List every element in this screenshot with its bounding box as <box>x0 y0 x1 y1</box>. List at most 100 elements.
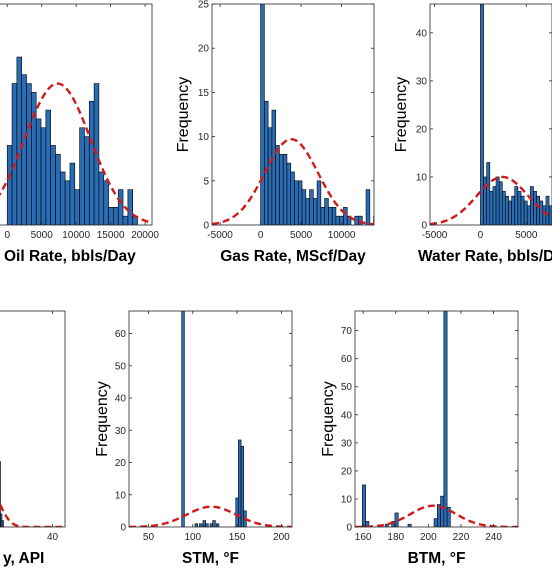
histogram-bar <box>181 311 185 527</box>
y-tick-label: 40 <box>341 410 353 421</box>
histogram-bar <box>440 495 445 527</box>
y-tick-label: 60 <box>115 329 127 340</box>
histogram-bar <box>50 145 56 225</box>
x-tick-label: 40 <box>47 532 59 543</box>
y-axis-label: Frequency <box>94 381 111 457</box>
normal-fit-curve <box>212 138 374 225</box>
histogram-bar <box>215 523 220 527</box>
y-tick-label: 0 <box>421 221 427 232</box>
y-tick-label: 20 <box>416 124 428 135</box>
y-axis-label: Frequency <box>175 77 192 153</box>
histogram-bar <box>64 180 71 225</box>
x-tick-label: 220 <box>453 532 470 543</box>
x-tick-label: 5000 <box>290 230 313 241</box>
histogram-bar <box>235 497 239 527</box>
x-axis-label: Water Rate, bbls/Day <box>418 248 552 265</box>
histogram-bar <box>55 153 61 225</box>
y-tick-label: 25 <box>198 0 210 11</box>
histogram-bar <box>343 207 348 225</box>
histogram-bar <box>88 100 95 225</box>
histogram-bar <box>433 518 438 527</box>
x-axis-label: y, API <box>3 550 44 567</box>
y-tick-label: 0 <box>120 523 126 534</box>
histogram-bar <box>530 186 534 225</box>
x-tick-label: 10000 <box>62 230 90 241</box>
histogram-bar <box>486 162 491 225</box>
histogram-bar <box>240 446 245 527</box>
histogram-bar <box>305 198 310 225</box>
histogram-bar <box>60 171 66 225</box>
x-tick-label: 0 <box>258 230 264 241</box>
histogram-bar <box>113 207 119 225</box>
histogram-bar <box>480 4 484 225</box>
histogram-bar <box>517 191 522 225</box>
histogram-bar <box>320 207 325 225</box>
histogram-bar <box>505 195 509 225</box>
y-tick-label: 10 <box>198 132 210 143</box>
histogram-bar <box>209 523 214 527</box>
x-tick-label: 100 <box>184 532 201 543</box>
histogram-bar <box>267 127 273 225</box>
histogram-bar <box>202 520 206 527</box>
histogram-bar <box>309 189 314 225</box>
histogram-bar <box>264 100 269 225</box>
histogram-bar <box>492 186 497 225</box>
x-axis-label: STM, °F <box>182 550 239 567</box>
y-tick-label: 10 <box>115 490 127 501</box>
histogram-bar <box>199 523 203 527</box>
y-tick-label: 40 <box>416 28 428 39</box>
normal-fit-curve <box>129 505 292 527</box>
histogram-bar <box>489 191 494 225</box>
histogram-bar <box>21 74 27 225</box>
y-tick-label: 40 <box>115 394 127 405</box>
x-tick-label: 5000 <box>515 230 538 241</box>
histogram-panel-6: 160 180 200 220 240 0 10 20 30 40 50 60 70 BTM, °F Fre… <box>320 310 519 567</box>
histogram-bar <box>498 181 503 225</box>
axes-box <box>354 310 519 528</box>
y-tick-label: 5 <box>203 176 209 187</box>
histogram-bar <box>328 207 333 225</box>
x-tick-label: 0 <box>478 230 484 241</box>
x-tick-label: 240 <box>485 532 502 543</box>
y-tick-label: 50 <box>341 382 353 393</box>
axes-box <box>0 310 66 528</box>
x-tick-label: 20000 <box>131 230 159 241</box>
x-tick-label: 5000 <box>31 230 54 241</box>
y-tick-label: 50 <box>115 361 127 372</box>
x-axis-label: Oil Rate, bbls/Day <box>4 248 136 265</box>
histogram-bar <box>437 504 441 527</box>
normal-fit-curve <box>355 504 518 527</box>
histogram-bar <box>533 191 537 225</box>
y-tick-label: 20 <box>341 466 353 477</box>
histogram-bar <box>358 215 363 225</box>
histogram-bar <box>282 153 288 225</box>
histogram-bar <box>279 153 284 225</box>
y-tick-label: 20 <box>198 44 210 55</box>
histogram-bar <box>79 127 85 225</box>
histogram-panel-5: 50 100 150 200 0 10 20 30 40 50 60 STM, °F Frequency <box>94 310 293 567</box>
histogram-bar <box>548 205 552 225</box>
histogram-bar <box>1 520 4 527</box>
x-tick-label: 160 <box>355 532 372 543</box>
y-tick-label: 30 <box>115 426 127 437</box>
histogram-bar <box>26 83 32 225</box>
histogram-bar <box>508 200 512 225</box>
histogram-bar <box>45 109 51 225</box>
y-tick-label: 0 <box>203 221 209 232</box>
histogram-bar <box>313 198 318 225</box>
histogram-panel-1: 0 5000 10000 15000 20000 Oil Rate, bbls/Day <box>0 3 159 265</box>
histogram-bar <box>542 205 547 225</box>
histogram-bar <box>324 198 329 225</box>
axes-box <box>0 3 153 226</box>
histogram-bar <box>74 189 80 225</box>
histogram-bar <box>6 145 13 225</box>
histogram-bar <box>194 523 198 527</box>
normal-fit-curve <box>430 175 552 225</box>
histogram-panel-4: 40y, API <box>0 310 66 567</box>
histogram-bar <box>286 162 292 225</box>
histogram-bar <box>316 180 322 225</box>
histogram-bar <box>127 189 133 225</box>
histogram-bar <box>98 171 105 225</box>
